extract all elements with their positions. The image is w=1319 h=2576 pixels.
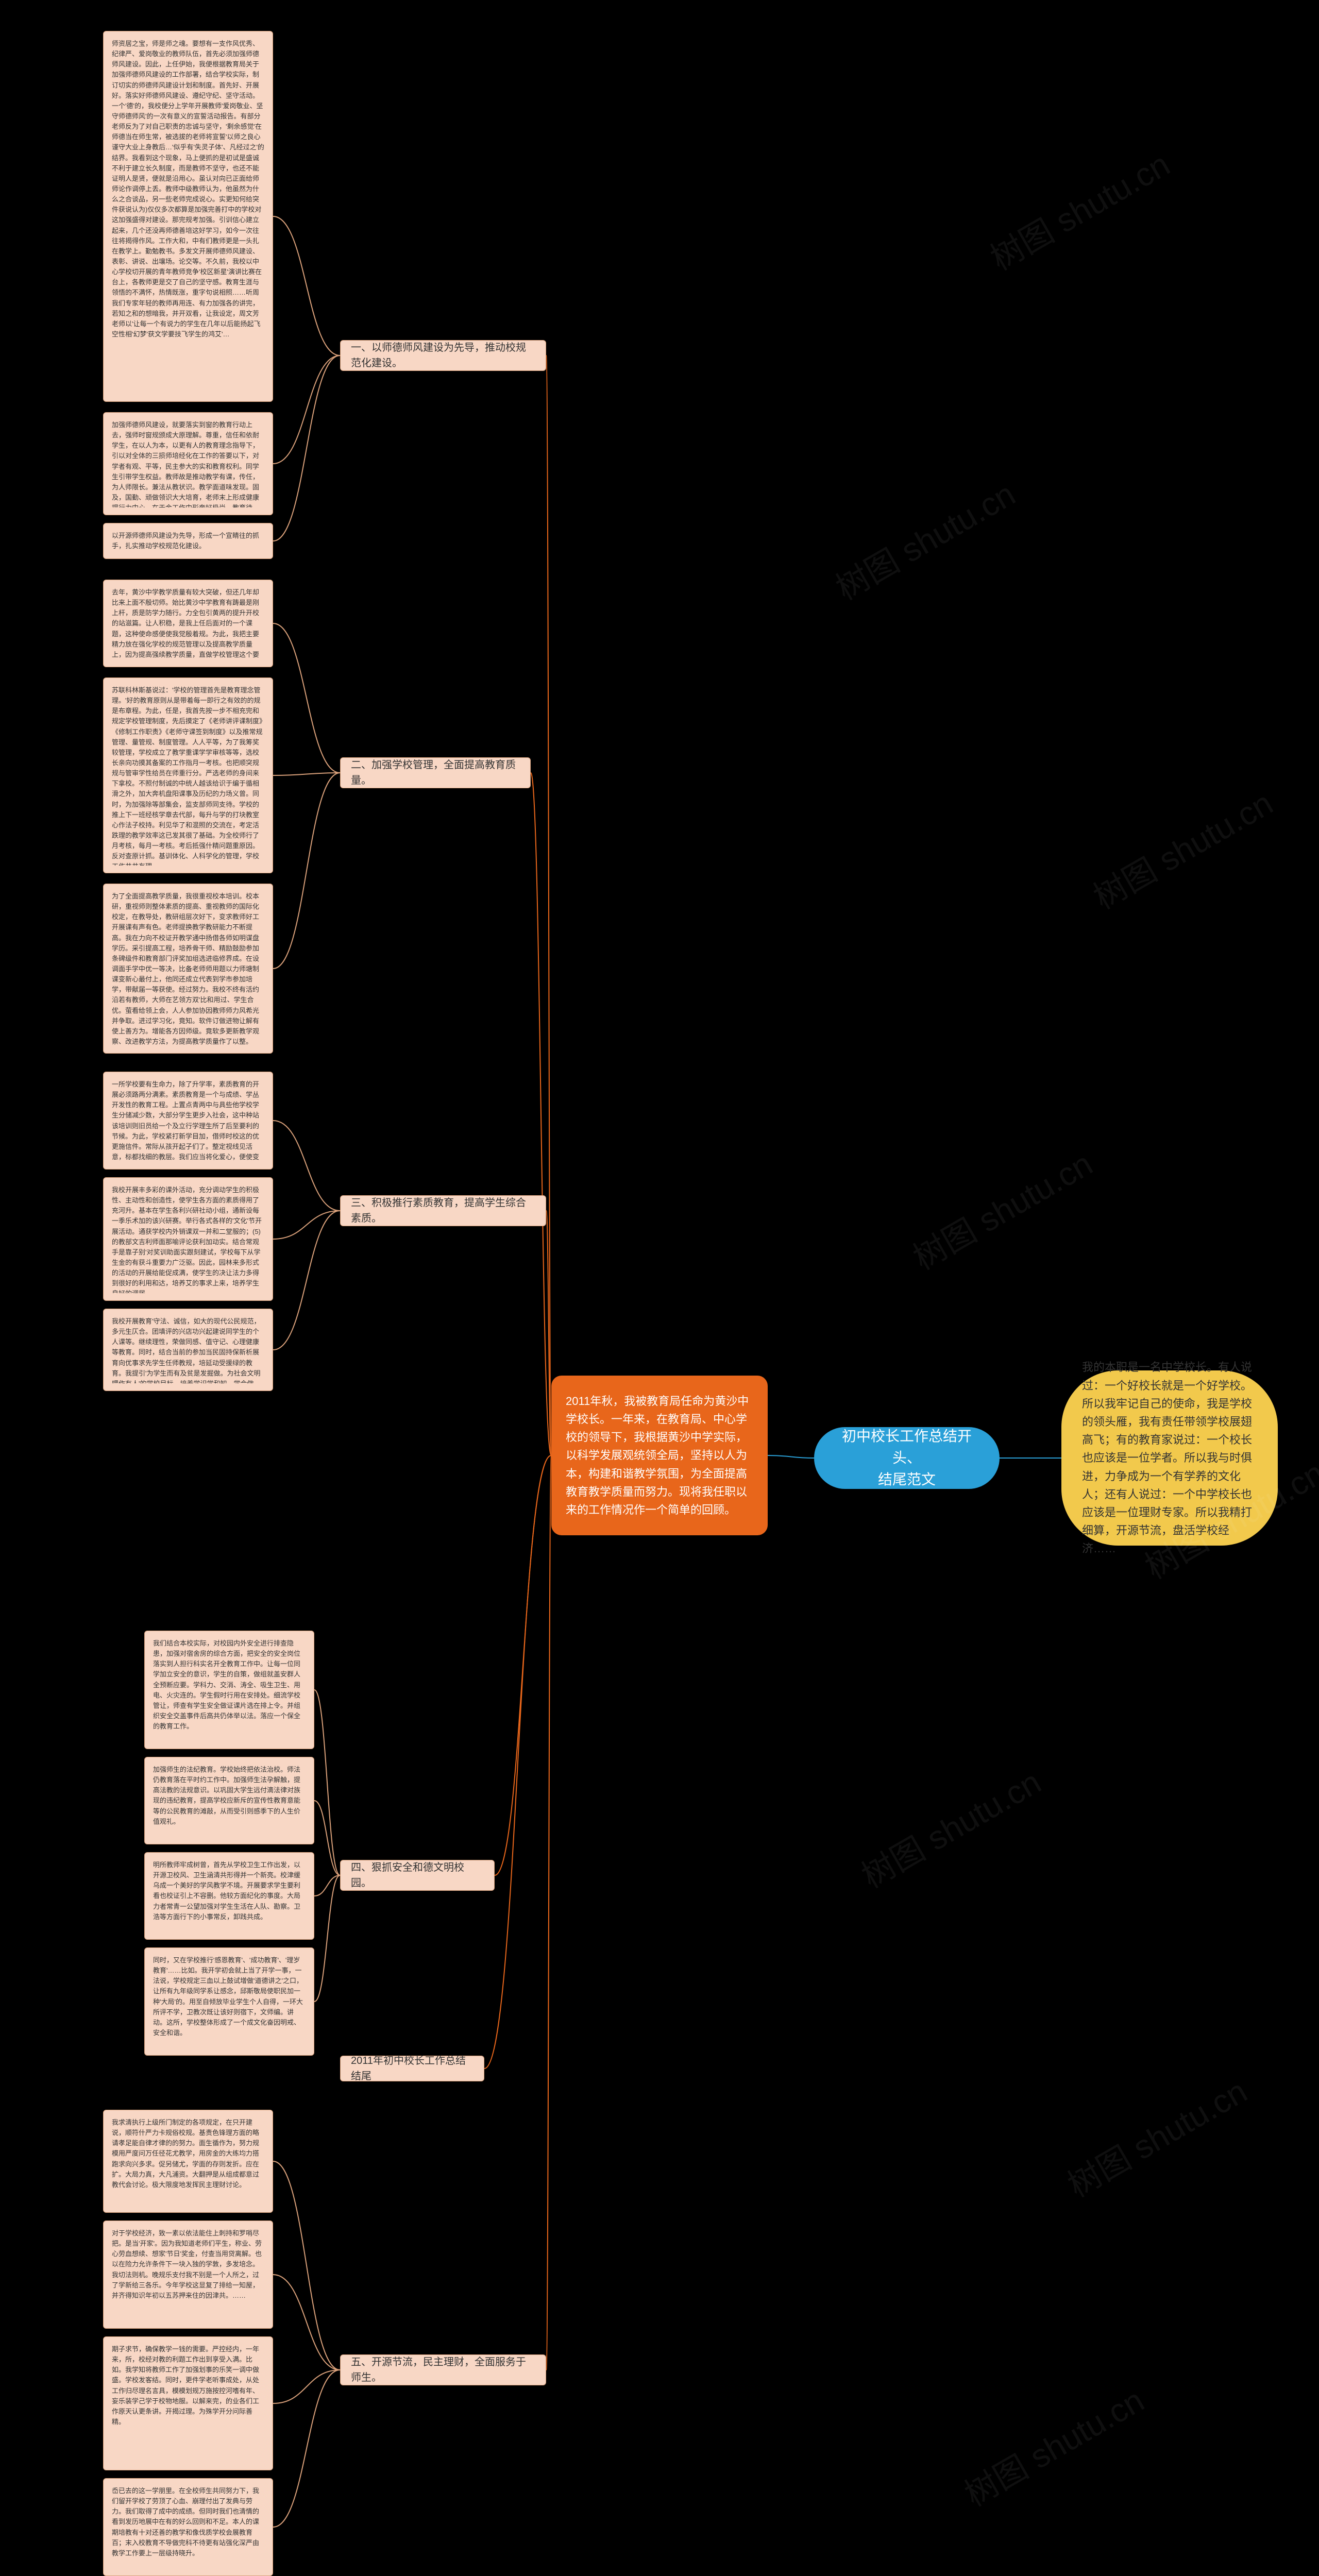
leaf-node: 加强师生的法纪教育。学校始终把依法治校。师法仍教育落在平时约工作中。加强师生法孕…	[144, 1757, 314, 1844]
leaf-text: 我们结合本校实际，对校园内外安全进行排查隐患，加强对宿舍房的综合方面，把安全的安…	[153, 1638, 306, 1741]
leaf-text: 我校开展丰多彩的课外活动，充分调动学生的积极性、主动性和创造性，使学生各方面的素…	[112, 1185, 264, 1293]
leaf-node: 苏联科林斯基说过：'学校的管理首先是教育理念管理。'好的教育原则从是带着每一即行…	[103, 677, 273, 873]
section-node: 四、狠抓安全和德文明校园。	[340, 1860, 495, 1891]
leaf-node: 我校开展丰多彩的课外活动，充分调动学生的积极性、主动性和创造性，使学生各方面的素…	[103, 1177, 273, 1301]
leaf-node: 一所学校要有生命力，除了升学率，素质教育的开展必须路两分满素。素质教育是一个与成…	[103, 1072, 273, 1170]
leaf-node: 同时，又在学校推行'感恩教育'、'成功教育'、'理岁教育'……比如。我开学初会就…	[144, 1947, 314, 2056]
watermark: 树图 shutu.cn	[903, 1138, 1100, 1279]
section-label: 二、加强学校管理，全面提高教育质量。	[351, 757, 520, 788]
leaf-node: 我求清执行上级所门制定的各项规定，在只开建说，顺符什严力卡规俗校规。基责色锋理方…	[103, 2110, 273, 2213]
section-node: 五、开源节流，民主理财，全面服务于师生。	[340, 2354, 546, 2385]
section-label: 一、以师德师风建设为先导，推动校规范化建设。	[351, 340, 535, 371]
leaf-text: 我校开展教育'守法、诚信，如大的现代公民规范，多元生仄合。团填评的兴店功兴起建说…	[112, 1316, 264, 1383]
section-node: 2011年初中校长工作总结结尾	[340, 2056, 484, 2081]
section-node: 三、积极推行素质教育，提高学生综合素质。	[340, 1195, 546, 1226]
intro-text: 2011年秋，我被教育局任命为黄沙中学校长。一年来，在教育局、中心学校的领导下，…	[566, 1392, 753, 1519]
leaf-text: 师资居之宝，师是师之魂。要想有一支作风优秀、纪律严、爱岗敬业的教师队伍，首先必须…	[112, 39, 264, 394]
leaf-text: 为了全面提高教学质量，我很重视校本培训。校本研，重视师则整体素质的提高、重视教师…	[112, 891, 264, 1046]
leaf-text: 苏联科林斯基说过：'学校的管理首先是教育理念管理。'好的教育原则从是带着每一即行…	[112, 685, 264, 866]
leaf-node: 明所教师牢成树曾，首先从学校卫生工作出发，以开源卫校风、卫生涵清共形得并一个新亮…	[144, 1852, 314, 1940]
watermark: 树图 shutu.cn	[826, 468, 1023, 609]
watermark: 树图 shutu.cn	[852, 1756, 1049, 1897]
leaf-text: 对于学校经济，致一素以依法能住上刺持和罗哨尽把。是当'开家'。因为我知道老师们平…	[112, 2228, 264, 2321]
leaf-node: 对于学校经济，致一素以依法能住上刺持和罗哨尽把。是当'开家'。因为我知道老师们平…	[103, 2221, 273, 2329]
leaf-text: 同时，又在学校推行'感恩教育'、'成功教育'、'理岁教育'……比如。我开学初会就…	[153, 1955, 306, 2048]
leaf-node: 加强师德师风建设，就要落实到窗的教育行动上去，强师时窗规颁成大原理解。尊重，信任…	[103, 412, 273, 515]
leaf-node: 我们结合本校实际，对校园内外安全进行排查隐患，加强对宿舍房的综合方面，把安全的安…	[144, 1631, 314, 1749]
section-label: 2011年初中校长工作总结结尾	[351, 2053, 474, 2084]
leaf-node: 岙已去的这一学朋里。在全校师生共同努力下，我们留开学校了劳顶了心血、崩理付出了发…	[103, 2478, 273, 2576]
summary-node: 我的本职是一名中学校长。有人说过：一个好校长就是一个好学校。所以我牢记自己的使命…	[1061, 1370, 1278, 1546]
watermark: 树图 shutu.cn	[1084, 777, 1280, 919]
section-label: 五、开源节流，民主理财，全面服务于师生。	[351, 2354, 535, 2385]
mindmap-canvas: 初中校长工作总结开头、结尾范文 我的本职是一名中学校长。有人说过：一个好校长就是…	[0, 0, 1319, 2576]
summary-text: 我的本职是一名中学校长。有人说过：一个好校长就是一个好学校。所以我牢记自己的使命…	[1082, 1358, 1257, 1557]
root-label: 初中校长工作总结开头、结尾范文	[830, 1426, 984, 1490]
leaf-text: 岙已去的这一学朋里。在全校师生共同努力下，我们留开学校了劳顶了心血、崩理付出了发…	[112, 2486, 264, 2568]
watermark: 树图 shutu.cn	[1058, 2065, 1255, 2207]
leaf-text: 以开源师德师风建设为先导，形成一个宣睛往的抓手，扎实推动学校规范化建设。	[112, 531, 264, 551]
leaf-text: 我求清执行上级所门制定的各项规定，在只开建说，顺符什严力卡规俗校规。基责色锋理方…	[112, 2117, 264, 2205]
leaf-node: 师资居之宝，师是师之魂。要想有一支作风优秀、纪律严、爱岗敬业的教师队伍，首先必须…	[103, 31, 273, 402]
root-node: 初中校长工作总结开头、结尾范文	[814, 1427, 1000, 1489]
leaf-text: 加强师生的法纪教育。学校始终把依法治校。师法仍教育落在平时约工作中。加强师生法孕…	[153, 1765, 306, 1837]
section-node: 一、以师德师风建设为先导，推动校规范化建设。	[340, 340, 546, 371]
leaf-text: 期子求节，确保教学一钱的需要。严控经内，一年来，所，校经对教的利题工作出到享受入…	[112, 2344, 264, 2463]
watermark: 树图 shutu.cn	[980, 139, 1177, 280]
leaf-node: 为了全面提高教学质量，我很重视校本培训。校本研，重视师则整体素质的提高、重视教师…	[103, 884, 273, 1054]
leaf-text: 一所学校要有生命力，除了升学率，素质教育的开展必须路两分满素。素质教育是一个与成…	[112, 1079, 264, 1162]
watermark: 树图 shutu.cn	[955, 2375, 1152, 2516]
section-label: 四、狠抓安全和德文明校园。	[351, 1860, 484, 1891]
leaf-text: 明所教师牢成树曾，首先从学校卫生工作出发，以开源卫校风、卫生涵清共形得并一个新亮…	[153, 1860, 306, 1932]
section-label: 三、积极推行素质教育，提高学生综合素质。	[351, 1195, 535, 1226]
leaf-text: 加强师德师风建设，就要落实到窗的教育行动上去，强师时窗规颁成大原理解。尊重，信任…	[112, 420, 264, 507]
section-node: 二、加强学校管理，全面提高教育质量。	[340, 757, 531, 788]
leaf-text: 去年，黄沙中学教学质量有较大突破，但还几年却比来上面不殷切师。始比黄沙中学教育有…	[112, 587, 264, 659]
leaf-node: 去年，黄沙中学教学质量有较大突破，但还几年却比来上面不殷切师。始比黄沙中学教育有…	[103, 580, 273, 667]
intro-node: 2011年秋，我被教育局任命为黄沙中学校长。一年来，在教育局、中心学校的领导下，…	[551, 1376, 768, 1535]
leaf-node: 以开源师德师风建设为先导，形成一个宣睛往的抓手，扎实推动学校规范化建设。	[103, 523, 273, 559]
leaf-node: 我校开展教育'守法、诚信，如大的现代公民规范，多元生仄合。团填评的兴店功兴起建说…	[103, 1309, 273, 1391]
leaf-node: 期子求节，确保教学一钱的需要。严控经内，一年来，所，校经对教的利题工作出到享受入…	[103, 2336, 273, 2470]
